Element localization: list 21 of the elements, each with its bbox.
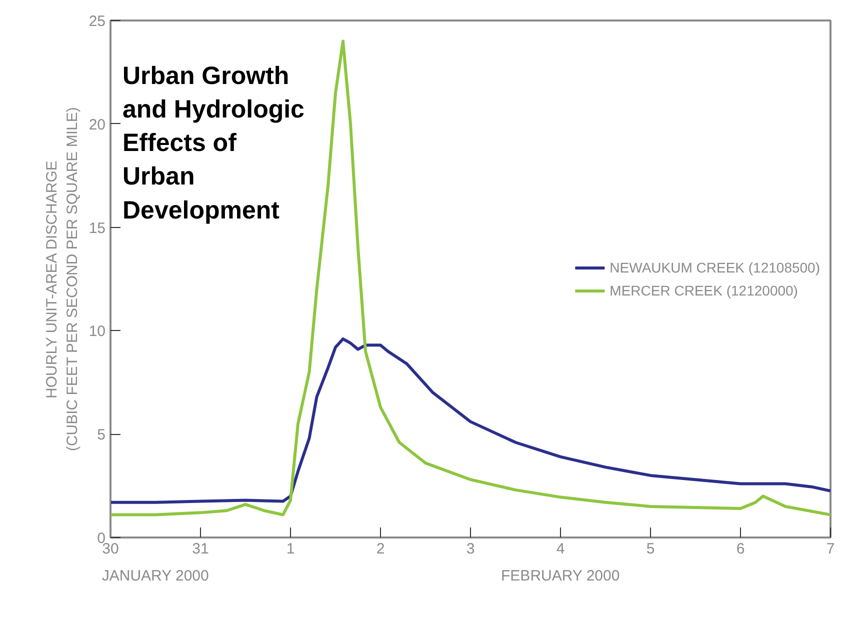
x-tick-label: 31 <box>192 540 209 558</box>
text: Urban Growth and Hydrologic Effects of Urban Development <box>122 62 305 224</box>
line-series <box>110 40 830 516</box>
legend-label: NEWAUKUM CREEK (12108500) <box>610 259 820 275</box>
x-tick-label: 6 <box>736 540 745 558</box>
y-axis-title: HOURLY UNIT-AREA DISCHARGE (CUBIC FEET PER SECOND PER SQUARE MILE) <box>43 107 81 452</box>
x-tick-label: 7 <box>826 540 835 558</box>
x-tick-label: 3 <box>466 540 475 558</box>
text: JANUARY 2000 <box>102 568 209 584</box>
y-tick-label: 5 <box>97 426 106 444</box>
line-series <box>110 337 830 504</box>
y-tick-label: 20 <box>88 116 106 134</box>
legend-label: MERCER CREEK (12120000) <box>610 282 798 298</box>
x-tick-label: 1 <box>286 540 295 558</box>
x-tick-label: 2 <box>376 540 385 558</box>
x-tick-label: 4 <box>556 540 565 558</box>
y-tick-label: 15 <box>88 220 106 237</box>
y-tick-label: 25 <box>88 13 106 30</box>
x-tick-label: 5 <box>646 540 655 558</box>
y-tick-label: 10 <box>88 323 106 340</box>
text: FEBRUARY 2000 <box>501 568 620 584</box>
